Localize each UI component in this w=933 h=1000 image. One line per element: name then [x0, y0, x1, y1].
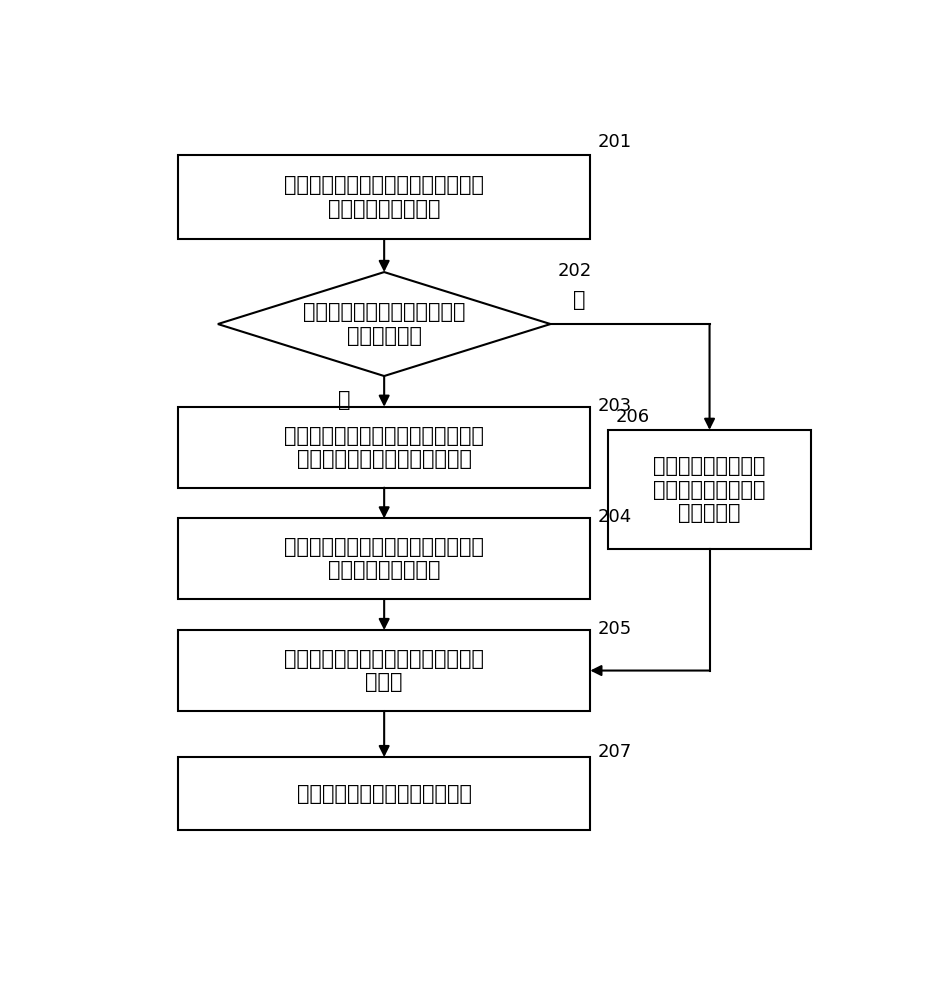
Bar: [178, 155, 591, 239]
Text: 205: 205: [597, 620, 632, 638]
Text: 204: 204: [597, 508, 632, 526]
Text: 否: 否: [573, 290, 586, 310]
Text: 确定、存储两个坐标系之间的相对位
置关系: 确定、存储两个坐标系之间的相对位 置关系: [285, 649, 484, 692]
Text: 是: 是: [338, 390, 351, 410]
Text: 识别样品编号，确定样品是否
为首次被探测: 识别样品编号，确定样品是否 为首次被探测: [303, 302, 466, 346]
Text: 提供一种置于标刻有定位标记和样品
编号的硅片上的样品: 提供一种置于标刻有定位标记和样品 编号的硅片上的样品: [285, 175, 484, 219]
Bar: [608, 430, 811, 549]
Bar: [178, 757, 591, 830]
Text: 201: 201: [597, 133, 632, 151]
Polygon shape: [218, 272, 550, 376]
Text: 202: 202: [558, 262, 592, 280]
Text: 识别定位标记，获取定位标记在扫描
电子显微镜下的坐标: 识别定位标记，获取定位标记在扫描 电子显微镜下的坐标: [285, 537, 484, 580]
Bar: [178, 630, 591, 711]
Text: 识别定位标记，获取定位标记在光学
显微镜下的坐标，记录样品编号: 识别定位标记，获取定位标记在光学 显微镜下的坐标，记录样品编号: [285, 426, 484, 469]
Text: 206: 206: [616, 408, 649, 426]
Text: 调取已存储的经过位
置校准后的样品的相
对位置关系: 调取已存储的经过位 置校准后的样品的相 对位置关系: [653, 456, 766, 523]
Text: 对样品进行扫描电子显微镜探测: 对样品进行扫描电子显微镜探测: [297, 784, 472, 804]
Bar: [178, 518, 591, 599]
Text: 207: 207: [597, 743, 632, 761]
Text: 203: 203: [597, 397, 632, 415]
Bar: [178, 407, 591, 488]
